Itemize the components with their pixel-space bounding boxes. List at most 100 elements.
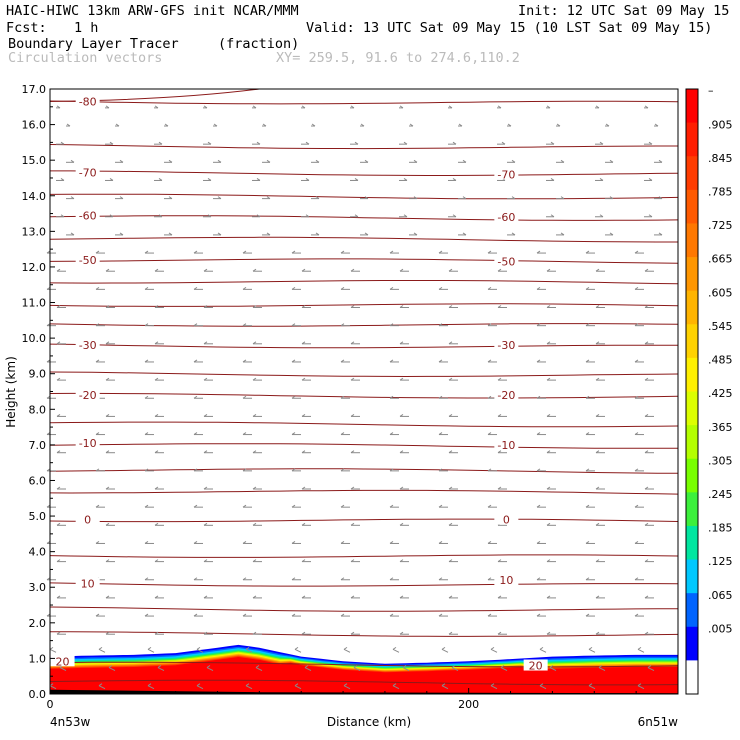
wind-vector-head (217, 159, 222, 163)
wind-vector-head (109, 214, 114, 218)
contour-label: -10 (497, 439, 515, 452)
wind-vector-head (634, 468, 639, 472)
colorbar-swatch (686, 324, 698, 359)
colorbar-swatch (686, 223, 698, 258)
wind-vector-head (585, 286, 590, 290)
wind-vector (196, 685, 204, 690)
wind-vector (490, 648, 498, 653)
contour-label: 0 (503, 514, 510, 527)
wind-vector-head (585, 395, 590, 399)
wind-vector-head (207, 178, 212, 181)
wind-vector-head (350, 413, 355, 417)
wind-vector-head (585, 613, 590, 617)
wind-vector-head (56, 450, 61, 454)
forecast-value: 1 h (74, 20, 98, 36)
wind-vector-head (315, 159, 320, 163)
wind-vector-head (487, 577, 492, 581)
wind-vector-head (389, 286, 394, 290)
wind-vector-head (448, 105, 453, 109)
wind-vector-head (497, 631, 502, 635)
y-tick-label: 6.0 (29, 474, 47, 487)
wind-vector-head (56, 377, 61, 381)
wind-vector-head (409, 123, 414, 127)
wind-vector-head (206, 665, 211, 668)
wind-vector-head (497, 413, 502, 417)
wind-vector-head (585, 250, 590, 254)
wind-vector (588, 648, 596, 653)
wind-vector-head (203, 631, 208, 635)
wind-vector-head (490, 646, 495, 650)
wind-vector-head (462, 159, 467, 163)
y-tick-label: 16.0 (22, 119, 47, 132)
wind-vector-head (360, 123, 365, 127)
wind-vector-head (301, 522, 306, 526)
wind-vector-head (647, 665, 652, 668)
wind-vector-head (154, 559, 159, 563)
y-tick-label: 14.0 (22, 190, 47, 203)
wind-vector-head (95, 359, 100, 363)
wind-vector (147, 648, 155, 653)
wind-vector-head (585, 577, 590, 581)
contour-label: -30 (79, 339, 97, 352)
wind-vector-head (452, 141, 457, 145)
wind-vector-head (158, 214, 163, 218)
wind-vector-head (648, 141, 653, 145)
wind-vector-head (634, 359, 639, 363)
wind-vector (588, 685, 596, 690)
wind-vector-head (644, 559, 649, 563)
wind-vector-head (56, 486, 61, 490)
wind-vector-head (255, 665, 260, 668)
wind-vector-head (193, 395, 198, 399)
wind-vector-head (438, 323, 443, 327)
wind-vector-head (648, 214, 653, 218)
wind-vector-head (105, 305, 110, 308)
isotherm-line (49, 518, 679, 523)
contour-label-bg (75, 513, 100, 525)
y-tick-label: 4.0 (29, 546, 47, 559)
wind-vector-head (399, 105, 404, 109)
wind-vector-head (193, 286, 198, 290)
wind-vector-head (536, 504, 541, 508)
wind-vector-head (203, 413, 208, 417)
wind-vector-head (203, 305, 208, 308)
wind-vector-head (448, 486, 453, 490)
wind-vector-head (56, 522, 61, 526)
wind-vector-head (595, 305, 600, 308)
wind-vector-head (154, 631, 159, 635)
wind-vector-head (354, 141, 359, 145)
isotherm-line (49, 443, 679, 449)
wind-vector-head (546, 450, 551, 454)
contour-label-bg (75, 209, 100, 221)
wind-vector-head (252, 413, 257, 417)
wind-vector-head (546, 341, 551, 345)
wind-vector-head (217, 232, 222, 236)
wind-vector-head (252, 377, 257, 381)
wind-vector-head (266, 232, 271, 236)
colorbar-label: .245 (708, 488, 733, 501)
wind-vector-head (157, 665, 162, 668)
wind-vector-head (144, 541, 149, 544)
wind-vector-head (354, 178, 359, 181)
wind-vector-head (301, 486, 306, 490)
wind-vector-head (438, 395, 443, 399)
wind-vector-head (609, 159, 614, 163)
wind-vector-head (350, 305, 355, 308)
wind-vector-head (340, 323, 345, 327)
wind-vector-head (291, 504, 296, 508)
wind-vector-head (438, 359, 443, 363)
wind-vector (392, 648, 400, 653)
colorbar-label: .005 (708, 623, 733, 636)
wind-vector-head (497, 377, 502, 381)
wind-vector-head (487, 468, 492, 472)
wind-vector-head (266, 159, 271, 163)
wind-vector-head (193, 504, 198, 508)
wind-vector (255, 667, 263, 671)
wind-vector-head (305, 178, 310, 181)
wind-vector-head (550, 141, 555, 145)
colorbar-swatch (686, 626, 698, 661)
wind-vector-head (389, 395, 394, 399)
wind-vector-head (252, 595, 257, 599)
wind-vector-head (105, 105, 110, 109)
wind-vector-head (546, 305, 551, 308)
